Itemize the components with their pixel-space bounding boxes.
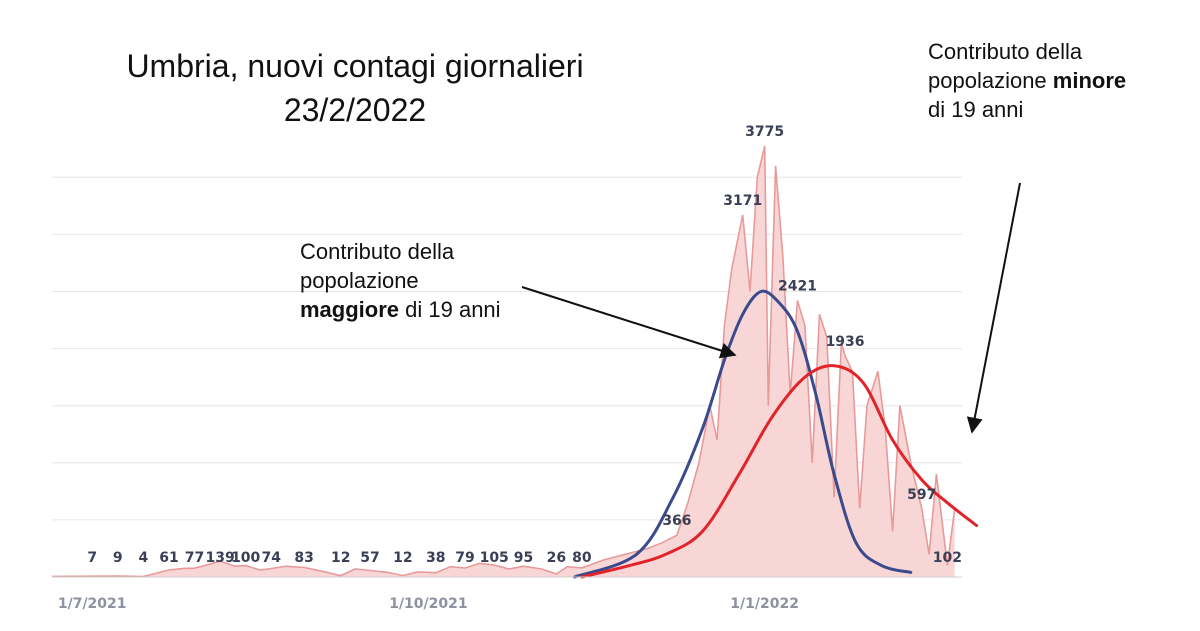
annotation-adult-line-3: maggiore di 19 anni <box>300 295 501 324</box>
annotation-adult-rest: di 19 anni <box>399 297 501 322</box>
annotation-minor-line-3: di 19 anni <box>928 97 1024 122</box>
data-label: 95 <box>514 550 533 566</box>
x-axis-ticks: 1/7/2021 1/10/2021 1/1/2022 <box>58 596 799 612</box>
annotation-minor-line-2: popolazione minore <box>928 66 1126 95</box>
data-label: 105 <box>480 550 509 566</box>
data-label: 61 <box>159 550 178 566</box>
data-label: 102 <box>933 550 962 566</box>
data-label: 3171 <box>723 193 762 209</box>
data-label: 26 <box>547 550 566 566</box>
data-label: 12 <box>331 550 350 566</box>
data-label: 38 <box>426 550 445 566</box>
data-label: 366 <box>662 513 691 529</box>
gridlines <box>52 176 962 521</box>
data-label: 597 <box>907 487 936 503</box>
curve-over-19 <box>573 289 913 579</box>
data-label: 83 <box>294 550 313 566</box>
data-label: 1936 <box>826 334 865 350</box>
curve-under-19 <box>580 364 979 579</box>
arrow-adult <box>521 286 737 359</box>
data-label: 74 <box>262 550 282 566</box>
annotation-minor-bold: minore <box>1052 68 1127 93</box>
annotation-adult-bold: maggiore <box>300 297 400 322</box>
data-label: 3775 <box>745 124 784 140</box>
data-label: 77 <box>185 550 204 566</box>
data-label: 80 <box>572 550 592 566</box>
annotation-adult-line-1: Contributo della <box>300 239 455 264</box>
data-label: 4 <box>138 550 148 566</box>
x-tick-label: 1/10/2021 <box>389 596 467 612</box>
daily-cases-area-fill <box>52 145 955 577</box>
x-tick-label: 1/1/2022 <box>730 596 799 612</box>
x-tick-label: 1/7/2021 <box>58 596 127 612</box>
age-group-curves <box>573 289 979 579</box>
annotation-minor-plain: popolazione <box>928 68 1053 93</box>
annotation-minor-line-1: Contributo della <box>928 39 1083 64</box>
title-line-1: Umbria, nuovi contagi giornalieri <box>126 48 584 84</box>
arrow-minor <box>966 182 1021 434</box>
data-label: 79 <box>455 550 474 566</box>
annotation-minor: Contributo della popolazione minore di 1… <box>928 37 1126 124</box>
annotation-adult: Contributo della popolazione maggiore di… <box>300 237 501 324</box>
daily-cases-area <box>51 145 956 578</box>
data-label: 12 <box>393 550 412 566</box>
data-label: 2421 <box>778 279 817 295</box>
data-label: 139 <box>205 550 234 566</box>
title-line-2: 23/2/2022 <box>283 92 427 128</box>
annotation-adult-line-2: popolazione <box>300 268 419 293</box>
data-label: 9 <box>113 550 123 566</box>
data-label: 100 <box>231 550 260 566</box>
data-label: 7 <box>87 550 97 566</box>
data-label: 57 <box>360 550 379 566</box>
chart-title: Umbria, nuovi contagi giornalieri 23/2/2… <box>60 44 650 132</box>
